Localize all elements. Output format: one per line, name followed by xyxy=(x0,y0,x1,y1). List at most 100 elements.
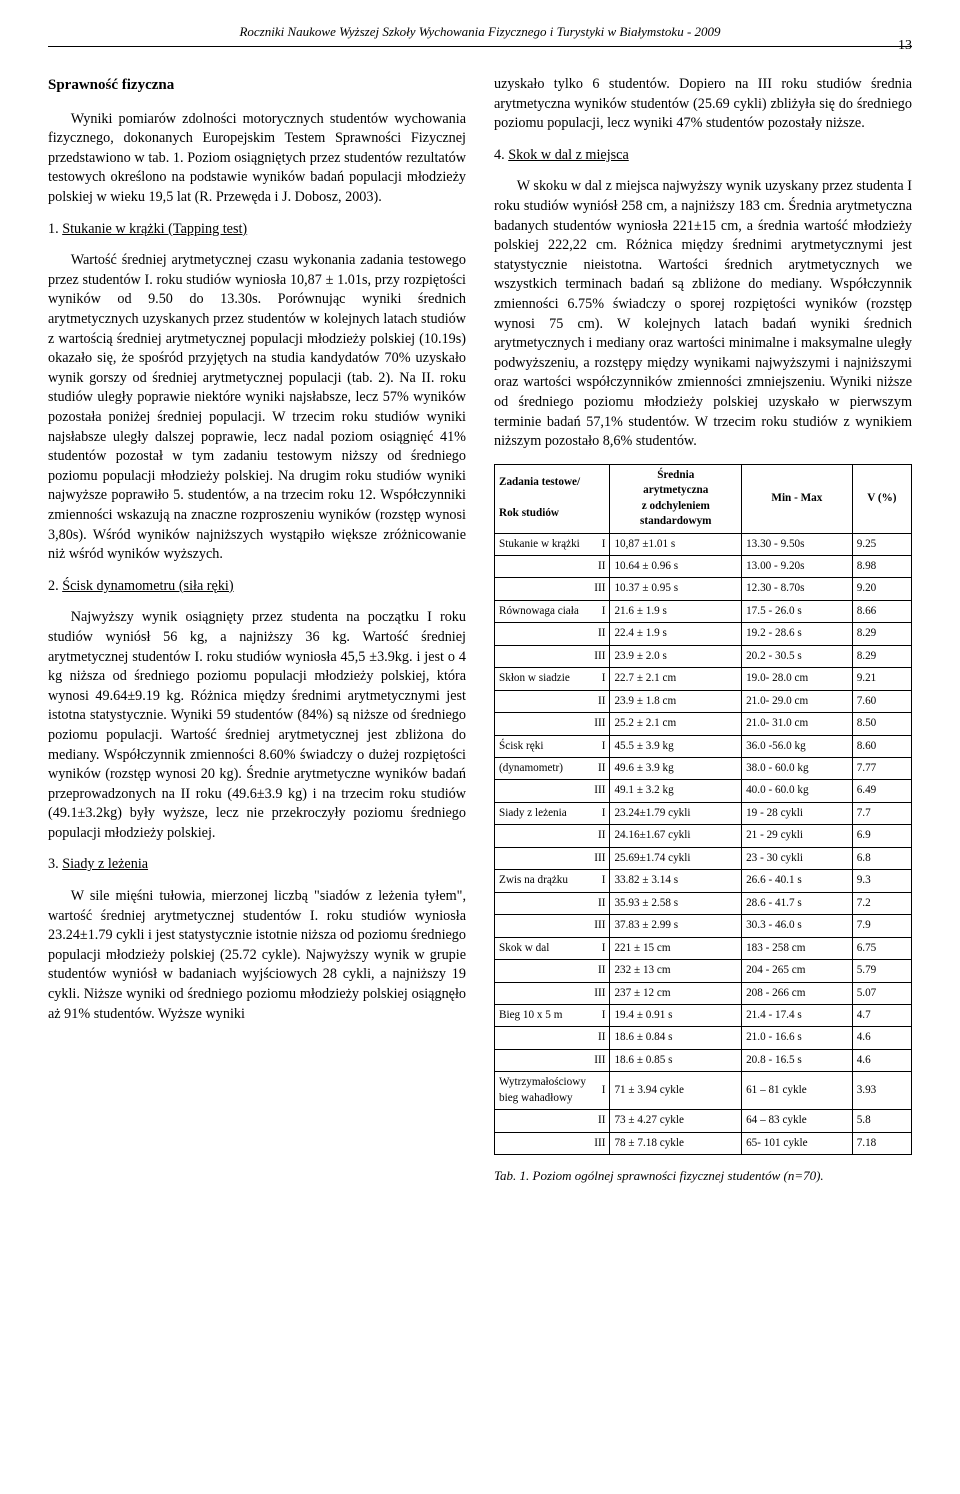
cell-minmax: 23 - 30 cykli xyxy=(742,847,853,869)
subsection-2-body: Najwyższy wynik osiągnięty przez student… xyxy=(48,608,466,843)
cell-cv: 7.18 xyxy=(852,1132,911,1154)
cell-test-name: Skok w dal xyxy=(495,937,590,959)
table-row: III25.69±1.74 cykli23 - 30 cykli6.8 xyxy=(495,847,912,869)
subsection-title: Siady z leżenia xyxy=(62,856,148,872)
cell-minmax: 28.6 - 41.7 s xyxy=(742,892,853,914)
cell-year: III xyxy=(590,713,610,735)
cell-year: II xyxy=(590,690,610,712)
cell-mean: 24.16±1.67 cykli xyxy=(610,825,742,847)
cell-cv: 8.50 xyxy=(852,713,911,735)
cell-test-name xyxy=(495,825,590,847)
subsection-2-heading: 2. Ścisk dynamometru (siła ręki) xyxy=(48,577,466,597)
cell-test-name xyxy=(495,847,590,869)
cell-test-name: Stukanie w krążki xyxy=(495,533,590,555)
cell-mean: 232 ± 13 cm xyxy=(610,960,742,982)
cell-cv: 7.77 xyxy=(852,758,911,780)
cell-mean: 23.24±1.79 cykli xyxy=(610,802,742,824)
th-text: Średnia xyxy=(657,469,694,481)
table-row: (dynamometr)II49.6 ± 3.9 kg38.0 - 60.0 k… xyxy=(495,758,912,780)
cell-test-name xyxy=(495,1027,590,1049)
table-row: Stukanie w krążkiI10,87 ±1.01 s13.30 - 9… xyxy=(495,533,912,555)
cell-mean: 49.6 ± 3.9 kg xyxy=(610,758,742,780)
cell-year: I xyxy=(590,668,610,690)
cell-mean: 25.2 ± 2.1 cm xyxy=(610,713,742,735)
subsection-number: 1. xyxy=(48,221,59,237)
cell-test-name xyxy=(495,960,590,982)
table-row: III23.9 ± 2.0 s20.2 - 30.5 s8.29 xyxy=(495,645,912,667)
cell-cv: 5.8 xyxy=(852,1110,911,1132)
cell-year: II xyxy=(590,555,610,577)
th-text: Zadania testowe/ xyxy=(499,476,580,488)
cell-mean: 33.82 ± 3.14 s xyxy=(610,870,742,892)
subsection-4-body: W skoku w dal z miejsca najwyższy wynik … xyxy=(494,177,912,451)
th-text: arytmetyczna xyxy=(643,484,708,496)
cell-cv: 6.8 xyxy=(852,847,911,869)
table-row: III18.6 ± 0.85 s20.8 - 16.5 s4.6 xyxy=(495,1049,912,1071)
cell-year: I xyxy=(590,1072,610,1110)
cell-cv: 6.75 xyxy=(852,937,911,959)
cell-minmax: 40.0 - 60.0 kg xyxy=(742,780,853,802)
cell-minmax: 36.0 -56.0 kg xyxy=(742,735,853,757)
cell-minmax: 65- 101 cykle xyxy=(742,1132,853,1154)
right-column: uzyskało tylko 6 studentów. Dopiero na I… xyxy=(494,75,912,1197)
th-mean: Średnia arytmetyczna z odchyleniem stand… xyxy=(610,464,742,533)
cell-test-name xyxy=(495,915,590,937)
cell-cv: 7.7 xyxy=(852,802,911,824)
th-test-year: Zadania testowe/ Rok studiów xyxy=(495,464,610,533)
subsection-number: 2. xyxy=(48,578,59,594)
cell-minmax: 30.3 - 46.0 s xyxy=(742,915,853,937)
table-row: Skok w dalI221 ± 15 cm183 - 258 cm6.75 xyxy=(495,937,912,959)
subsection-number: 4. xyxy=(494,147,505,163)
cell-year: I xyxy=(590,533,610,555)
cell-year: II xyxy=(590,1110,610,1132)
table-row: II23.9 ± 1.8 cm21.0- 29.0 cm7.60 xyxy=(495,690,912,712)
cell-test-name xyxy=(495,623,590,645)
cell-mean: 18.6 ± 0.84 s xyxy=(610,1027,742,1049)
cell-cv: 7.60 xyxy=(852,690,911,712)
cell-test-name: Bieg 10 x 5 m xyxy=(495,1005,590,1027)
table-row: II10.64 ± 0.96 s13.00 - 9.20s8.98 xyxy=(495,555,912,577)
cell-test-name xyxy=(495,555,590,577)
cell-test-name xyxy=(495,713,590,735)
table-caption: Tab. 1. Poziom ogólnej sprawności fizycz… xyxy=(494,1167,912,1185)
cell-mean: 21.6 ± 1.9 s xyxy=(610,600,742,622)
cell-test-name xyxy=(495,892,590,914)
subsection-1-body: Wartość średniej arytmetycznej czasu wyk… xyxy=(48,251,466,565)
th-text: standardowym xyxy=(640,515,711,527)
table-row: II35.93 ± 2.58 s28.6 - 41.7 s7.2 xyxy=(495,892,912,914)
cell-cv: 6.49 xyxy=(852,780,911,802)
table-head: Zadania testowe/ Rok studiów Średnia ary… xyxy=(495,464,912,533)
cell-year: II xyxy=(590,623,610,645)
cell-cv: 7.2 xyxy=(852,892,911,914)
cell-cv: 8.98 xyxy=(852,555,911,577)
table-row: III10.37 ± 0.95 s12.30 - 8.70s9.20 xyxy=(495,578,912,600)
cell-cv: 9.3 xyxy=(852,870,911,892)
cell-test-name xyxy=(495,780,590,802)
cell-year: III xyxy=(590,780,610,802)
cell-mean: 221 ± 15 cm xyxy=(610,937,742,959)
cell-minmax: 204 - 265 cm xyxy=(742,960,853,982)
cell-mean: 22.7 ± 2.1 cm xyxy=(610,668,742,690)
cell-year: II xyxy=(590,1027,610,1049)
left-column: Sprawność fizyczna Wyniki pomiarów zdoln… xyxy=(48,75,466,1197)
cell-test-name xyxy=(495,1110,590,1132)
cell-cv: 5.07 xyxy=(852,982,911,1004)
table-row: III37.83 ± 2.99 s30.3 - 46.0 s7.9 xyxy=(495,915,912,937)
cell-minmax: 21.0 - 16.6 s xyxy=(742,1027,853,1049)
cell-cv: 4.7 xyxy=(852,1005,911,1027)
cell-year: I xyxy=(590,870,610,892)
table-row: Siady z leżeniaI23.24±1.79 cykli19 - 28 … xyxy=(495,802,912,824)
header-rule xyxy=(48,46,912,47)
continuation-paragraph: uzyskało tylko 6 studentów. Dopiero na I… xyxy=(494,75,912,134)
two-column-layout: Sprawność fizyczna Wyniki pomiarów zdoln… xyxy=(48,75,912,1197)
cell-cv: 6.9 xyxy=(852,825,911,847)
cell-mean: 23.9 ± 1.8 cm xyxy=(610,690,742,712)
cell-mean: 23.9 ± 2.0 s xyxy=(610,645,742,667)
cell-test-name xyxy=(495,1132,590,1154)
table-row: II24.16±1.67 cykli21 - 29 cykli6.9 xyxy=(495,825,912,847)
cell-year: III xyxy=(590,578,610,600)
cell-year: III xyxy=(590,915,610,937)
cell-year: III xyxy=(590,645,610,667)
cell-mean: 237 ± 12 cm xyxy=(610,982,742,1004)
cell-mean: 19.4 ± 0.91 s xyxy=(610,1005,742,1027)
